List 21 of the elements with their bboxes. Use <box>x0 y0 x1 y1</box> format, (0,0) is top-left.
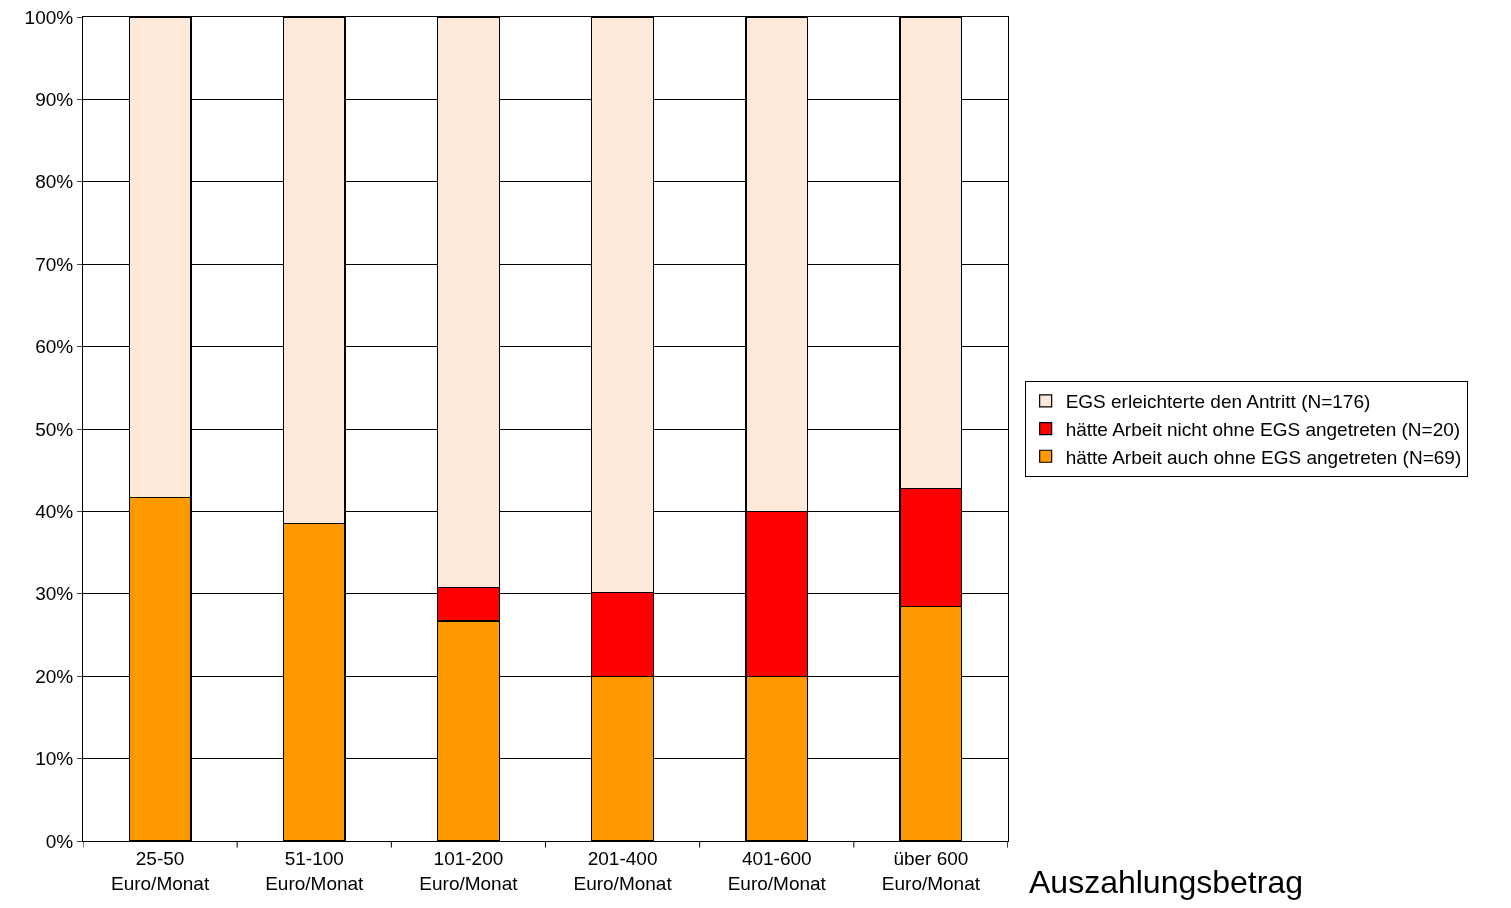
legend-label: hätte Arbeit auch ohne EGS angetreten (N=69) <box>1065 446 1462 468</box>
x-tick-label: 25-50 Euro/Monat <box>110 847 210 894</box>
legend-label: EGS erleichterte den Antritt (N=176) <box>1065 391 1371 413</box>
y-tick-label: 20% <box>35 665 74 687</box>
y-tick-label: 30% <box>35 583 74 605</box>
y-tick-label: 70% <box>35 253 74 275</box>
y-tick-label: 100% <box>24 6 74 28</box>
y-tick-label: 0% <box>45 830 74 852</box>
y-tick-label: 80% <box>35 171 74 193</box>
legend-label: hätte Arbeit nicht ohne EGS angetreten (N=20) <box>1065 418 1461 440</box>
x-axis-title: Auszahlungsbetrag <box>1029 864 1303 900</box>
y-tick-label: 90% <box>35 89 74 111</box>
x-tick-label: über 600 Euro/Monat <box>881 847 981 894</box>
y-tick-label: 60% <box>35 336 74 358</box>
x-tick-label: 401-600 Euro/Monat <box>727 847 827 894</box>
y-tick-label: 50% <box>35 418 74 440</box>
x-tick-label: 51-100 Euro/Monat <box>265 847 365 894</box>
y-tick-label: 10% <box>35 748 74 770</box>
y-tick-label: 40% <box>35 501 74 523</box>
x-tick-label: 201-400 Euro/Monat <box>573 847 673 894</box>
x-tick-label: 101-200 Euro/Monat <box>419 847 519 894</box>
